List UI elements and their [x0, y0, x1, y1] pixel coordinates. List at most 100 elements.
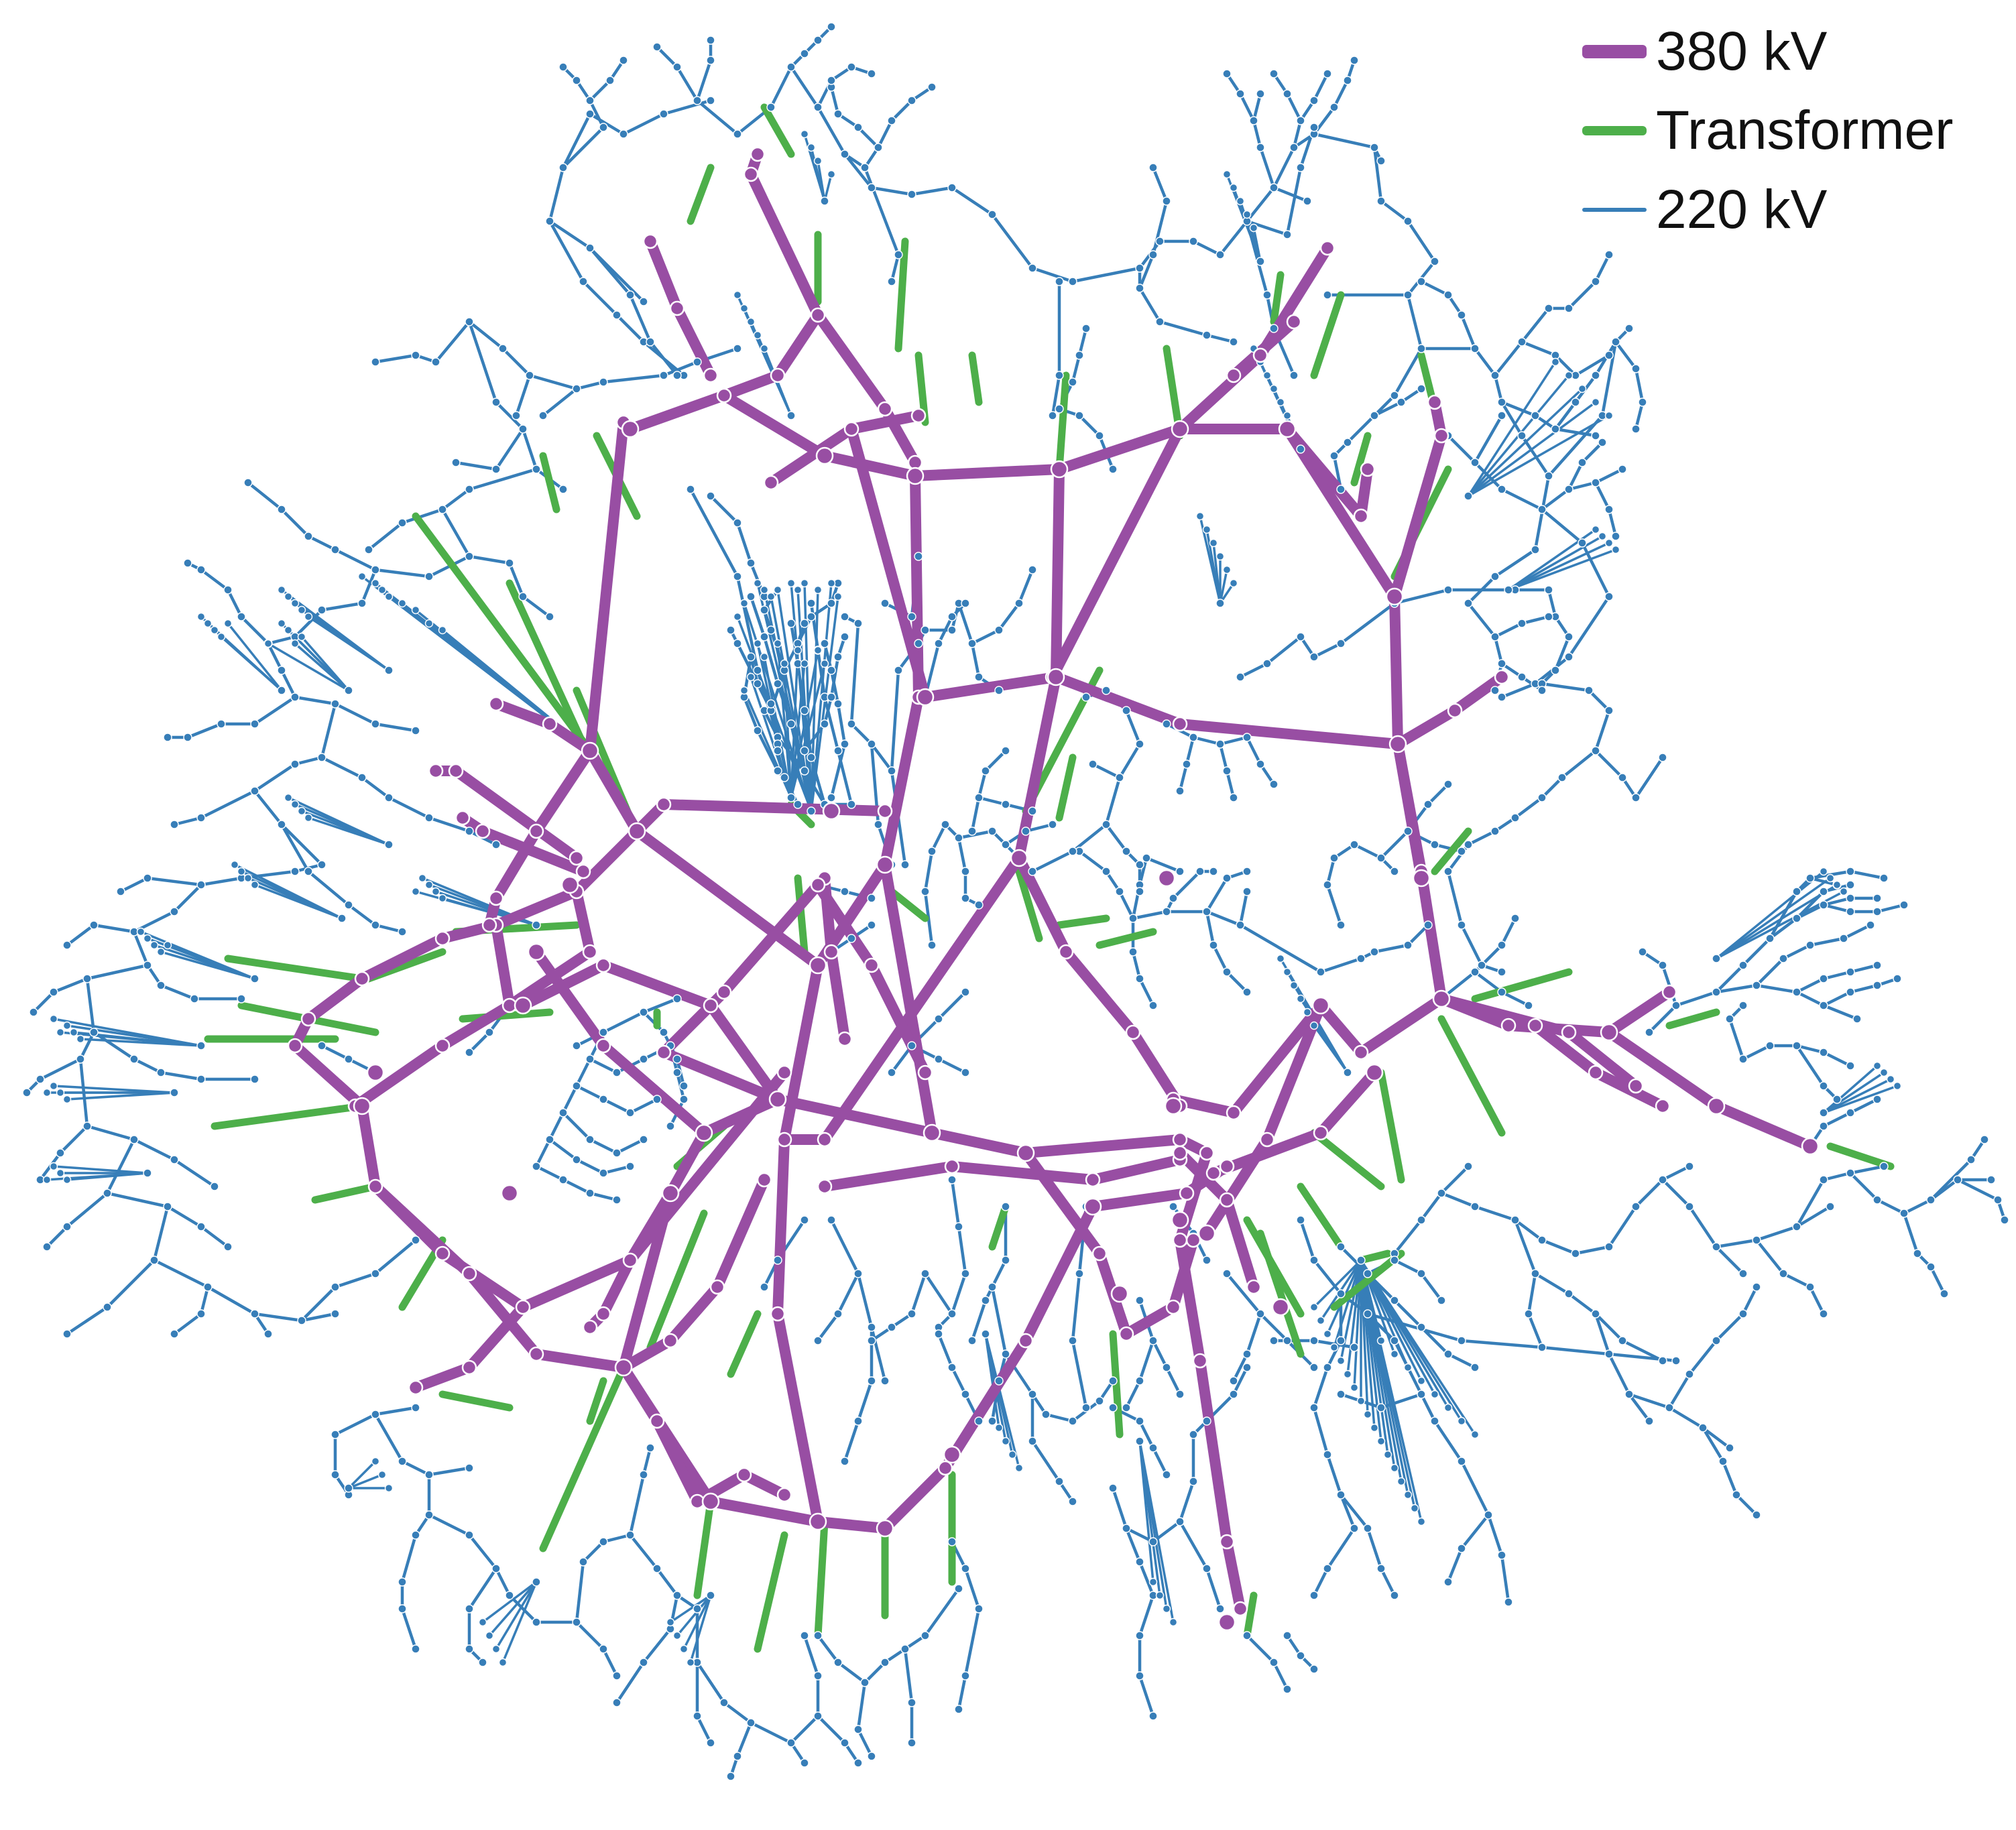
node-220kv	[1068, 847, 1077, 856]
line-220kv	[347, 1460, 377, 1489]
node-380kv	[527, 942, 546, 961]
node-220kv	[1028, 806, 1037, 816]
node-220kv	[1517, 619, 1527, 628]
node-380kv	[569, 850, 585, 866]
node-220kv	[1524, 1309, 1533, 1319]
node-220kv	[129, 1054, 139, 1064]
node-220kv	[1846, 894, 1855, 903]
node-220kv	[62, 1021, 72, 1030]
line-220kv	[1466, 474, 1551, 605]
node-220kv	[1899, 1209, 1909, 1218]
node-220kv	[639, 1008, 648, 1017]
node-220kv	[672, 1631, 682, 1640]
node-220kv	[1631, 424, 1641, 434]
node-220kv	[1323, 880, 1332, 890]
node-380kv	[1205, 1165, 1222, 1181]
node-220kv	[56, 1088, 65, 1097]
node-220kv	[411, 887, 420, 896]
node-220kv	[317, 860, 327, 869]
node-220kv	[82, 1121, 92, 1131]
node-380kv	[770, 367, 786, 383]
node-220kv	[1202, 907, 1211, 916]
node-220kv	[1873, 961, 1882, 970]
legend: 380 kV Transformer 220 kV	[1582, 12, 1953, 249]
node-220kv	[1805, 940, 1815, 950]
line-220kv	[695, 1660, 807, 1765]
node-380kv	[1192, 1353, 1208, 1369]
node-220kv	[1497, 411, 1506, 420]
node-220kv	[874, 820, 883, 829]
node-380kv	[716, 984, 732, 1000]
line-220kv	[1091, 762, 1122, 780]
node-220kv	[1591, 1309, 1600, 1319]
node-220kv	[887, 116, 896, 125]
node-380kv	[1500, 1018, 1517, 1034]
node-220kv	[1698, 1423, 1708, 1432]
line-220kv	[903, 1647, 914, 1745]
node-220kv	[156, 947, 166, 957]
node-220kv	[411, 726, 420, 735]
node-220kv	[840, 1738, 849, 1748]
node-380kv	[434, 1245, 451, 1262]
node-220kv	[29, 1008, 38, 1017]
node-220kv	[1564, 485, 1574, 494]
node-380kv	[1172, 1132, 1188, 1148]
node-220kv	[250, 1309, 259, 1319]
node-220kv	[1309, 96, 1319, 105]
line-380kv	[370, 1181, 629, 1373]
node-220kv	[1296, 1215, 1305, 1225]
node-220kv	[1658, 1356, 1667, 1365]
node-380kv	[1016, 1144, 1035, 1162]
node-220kv	[646, 337, 655, 347]
node-380kv	[528, 1346, 544, 1362]
node-220kv	[190, 994, 199, 1003]
node-220kv	[1336, 1390, 1346, 1399]
node-220kv	[371, 1410, 380, 1419]
node-220kv	[1323, 1363, 1332, 1372]
line-220kv	[1191, 1365, 1249, 1437]
node-220kv	[1564, 652, 1574, 662]
node-220kv	[1296, 444, 1305, 454]
node-220kv	[867, 183, 876, 192]
node-220kv	[1229, 337, 1238, 347]
node-220kv	[1135, 860, 1144, 869]
node-220kv	[1135, 739, 1144, 749]
transformer-link	[968, 351, 983, 406]
node-220kv	[793, 800, 803, 809]
node-220kv	[1296, 116, 1305, 125]
node-220kv	[398, 1604, 407, 1613]
node-220kv	[1604, 505, 1614, 514]
node-220kv	[1537, 686, 1547, 695]
node-220kv	[706, 96, 715, 105]
node-380kv	[1365, 1063, 1384, 1082]
node-380kv	[1600, 1023, 1618, 1042]
line-380kv	[1175, 243, 1333, 434]
line-220kv	[1460, 1459, 1510, 1604]
node-220kv	[1443, 1403, 1453, 1412]
line-220kv	[790, 662, 806, 799]
node-220kv	[1135, 887, 1144, 896]
node-220kv	[1242, 1363, 1252, 1372]
node-220kv	[1202, 330, 1211, 340]
node-220kv	[398, 927, 407, 936]
node-220kv	[304, 813, 313, 822]
node-380kv	[1232, 1601, 1248, 1617]
node-220kv	[1443, 867, 1453, 876]
node-220kv	[290, 599, 300, 608]
node-220kv	[706, 1738, 715, 1748]
node-220kv	[1423, 800, 1433, 809]
node-220kv	[1738, 1269, 1748, 1278]
node-220kv	[1142, 853, 1151, 863]
node-220kv	[599, 123, 608, 132]
line-220kv	[669, 1594, 712, 1624]
node-380kv	[1412, 869, 1431, 888]
node-380kv	[837, 1031, 853, 1047]
line-220kv	[1795, 963, 1879, 994]
node-220kv	[612, 1195, 621, 1205]
node-220kv	[1135, 1671, 1144, 1681]
line-220kv	[467, 320, 565, 491]
node-220kv	[1155, 317, 1165, 326]
node-220kv	[733, 290, 742, 300]
node-380kv	[1319, 240, 1336, 256]
